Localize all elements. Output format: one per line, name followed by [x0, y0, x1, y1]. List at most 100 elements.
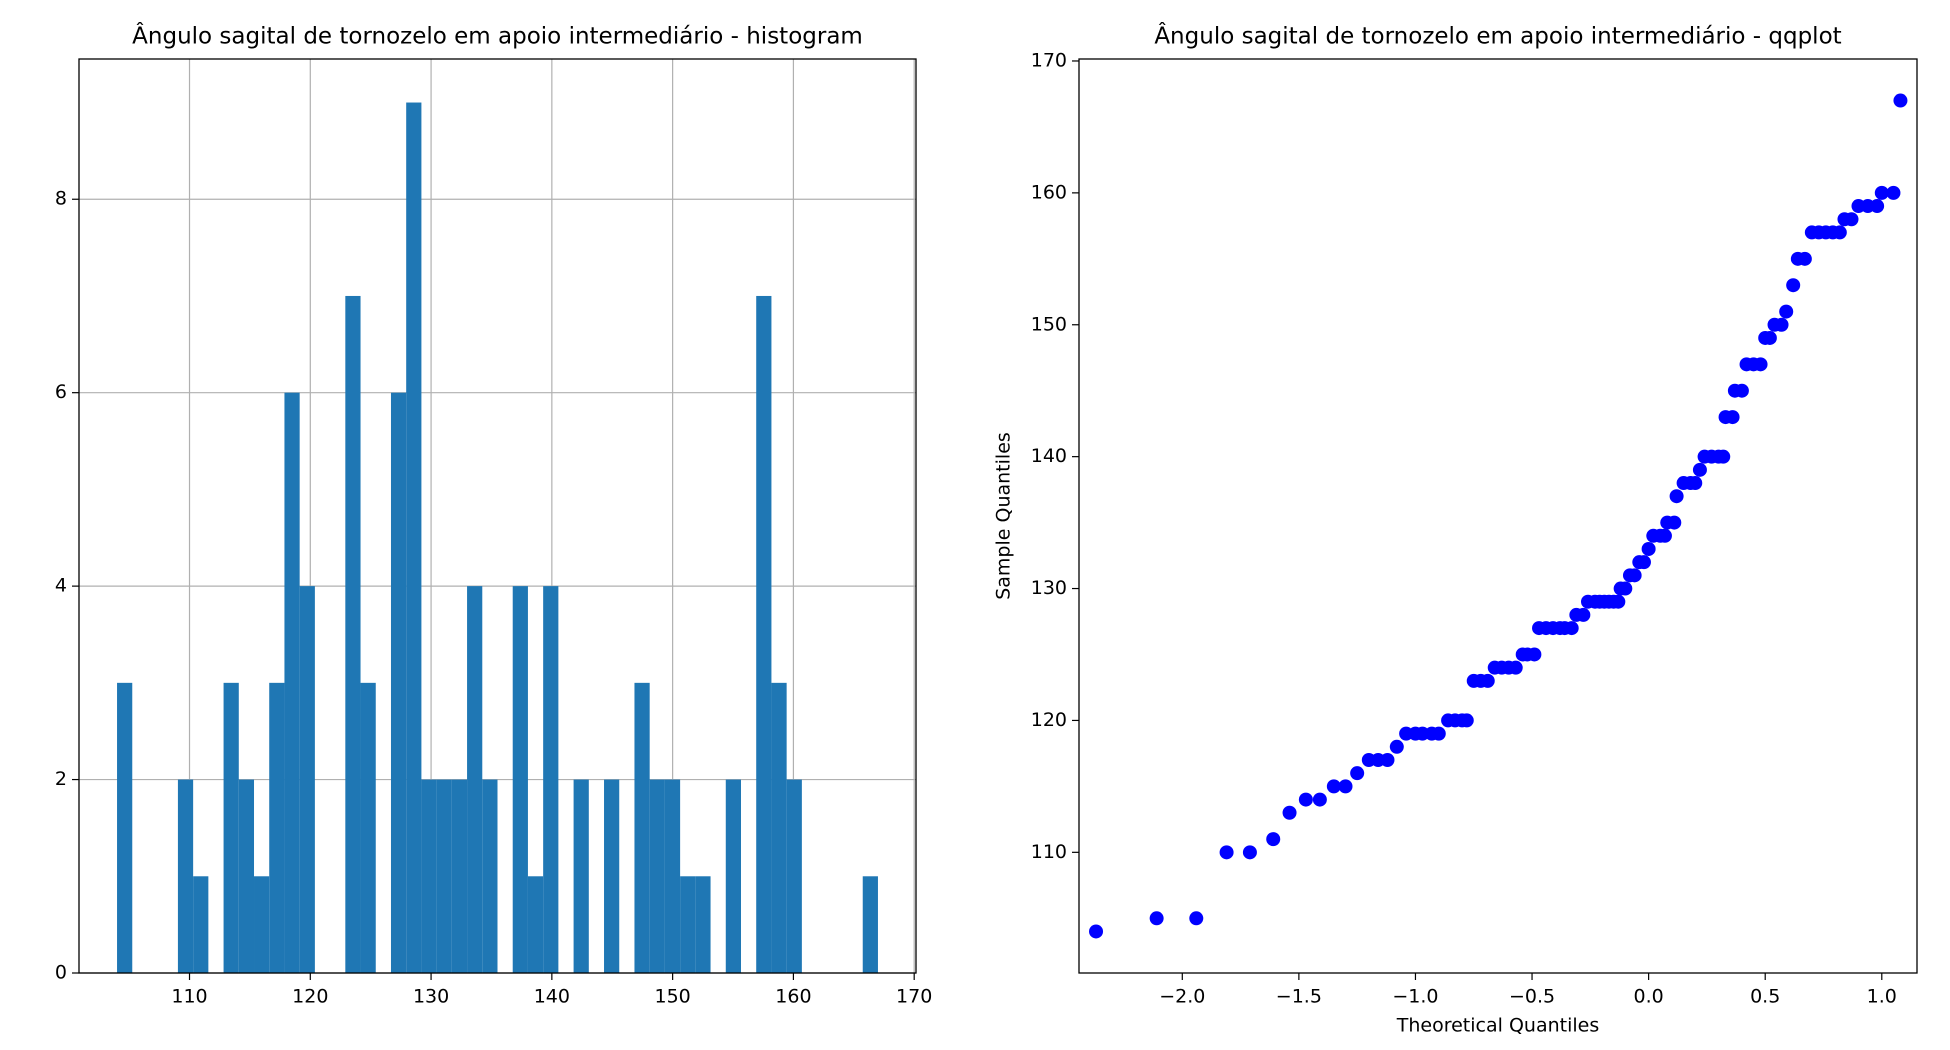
- x-tick-label: 170: [896, 986, 932, 1008]
- point: [1725, 410, 1740, 425]
- bar: [649, 779, 665, 973]
- point: [1870, 199, 1885, 214]
- x-tick-label: −2.0: [1159, 986, 1205, 1008]
- point: [1189, 911, 1204, 926]
- point: [1762, 330, 1777, 345]
- point: [1657, 528, 1672, 543]
- bar: [634, 682, 650, 973]
- point: [1312, 792, 1327, 807]
- point: [1380, 752, 1395, 767]
- point: [1266, 832, 1281, 847]
- point: [1389, 739, 1404, 754]
- y-tick-label: 120: [1031, 709, 1067, 731]
- y-tick-label: 110: [1031, 841, 1067, 863]
- x-tick-label: 160: [775, 986, 811, 1008]
- bar: [254, 876, 270, 973]
- y-tick-label: 4: [55, 575, 67, 597]
- chart-title: Ângulo sagital de tornozelo em apoio int…: [1154, 22, 1841, 50]
- point: [1753, 357, 1768, 372]
- point: [1089, 924, 1104, 939]
- bar: [421, 779, 437, 973]
- point: [1576, 607, 1591, 622]
- bar: [436, 779, 452, 973]
- point: [1564, 621, 1579, 636]
- y-tick-label: 130: [1031, 577, 1067, 599]
- x-tick-label: 120: [292, 986, 328, 1008]
- y-tick-label: 140: [1031, 445, 1067, 467]
- point: [1431, 726, 1446, 741]
- point: [1688, 476, 1703, 491]
- bar: [573, 779, 589, 973]
- bar: [345, 295, 361, 973]
- bar: [664, 779, 681, 973]
- plot-frame: [78, 58, 917, 974]
- x-tick-label: −0.5: [1509, 986, 1555, 1008]
- point: [1893, 93, 1908, 108]
- bar: [406, 102, 422, 974]
- x-tick-label: 0.5: [1750, 986, 1780, 1008]
- point: [1774, 317, 1789, 332]
- point: [1282, 805, 1297, 820]
- chart-title: Ângulo sagital de tornozelo em apoio int…: [132, 22, 863, 50]
- point: [1350, 766, 1365, 781]
- point: [1627, 568, 1642, 583]
- x-tick-label: 130: [413, 986, 449, 1008]
- bar: [482, 779, 498, 973]
- y-axis-label: Sample Quantiles: [993, 432, 1015, 600]
- point: [1611, 594, 1626, 609]
- bar: [512, 586, 528, 973]
- bar: [390, 392, 407, 974]
- x-tick-label: 110: [171, 986, 207, 1008]
- plot-frame: [1078, 58, 1918, 974]
- point: [1779, 304, 1794, 319]
- bar: [771, 682, 787, 973]
- point: [1338, 779, 1353, 794]
- bar: [193, 876, 209, 973]
- bar: [223, 682, 239, 973]
- point: [1618, 581, 1633, 596]
- bar: [238, 779, 255, 973]
- point: [1219, 845, 1234, 860]
- point: [1480, 673, 1495, 688]
- y-tick-label: 0: [55, 962, 67, 984]
- point: [1667, 515, 1682, 530]
- y-tick-label: 6: [55, 381, 67, 403]
- point: [1636, 555, 1651, 570]
- bar: [680, 876, 696, 973]
- point: [1298, 792, 1313, 807]
- y-tick-label: 160: [1031, 181, 1067, 203]
- x-tick-label: 0.0: [1634, 986, 1664, 1008]
- bar: [604, 779, 620, 973]
- bar: [725, 779, 741, 973]
- bar: [543, 586, 559, 973]
- x-tick-label: 1.0: [1867, 986, 1897, 1008]
- bar: [451, 779, 468, 973]
- y-tick-label: 170: [1031, 49, 1067, 71]
- point: [1149, 911, 1164, 926]
- bar: [467, 586, 483, 973]
- point: [1716, 449, 1731, 464]
- point: [1326, 779, 1341, 794]
- bar: [284, 392, 300, 974]
- bar: [786, 779, 802, 973]
- bar: [299, 586, 315, 973]
- bar: [756, 295, 772, 973]
- point: [1786, 278, 1801, 293]
- point: [1242, 845, 1257, 860]
- y-tick-label: 8: [55, 188, 67, 210]
- point: [1641, 541, 1656, 556]
- point: [1886, 185, 1901, 200]
- x-tick-label: −1.5: [1276, 986, 1322, 1008]
- bar: [269, 682, 285, 973]
- point: [1734, 383, 1749, 398]
- bar: [360, 682, 376, 973]
- x-axis-label: Theoretical Quantiles: [1396, 1015, 1599, 1037]
- point: [1874, 185, 1889, 200]
- point: [1508, 660, 1523, 675]
- point: [1832, 225, 1847, 240]
- point: [1692, 462, 1707, 477]
- x-tick-label: −1.0: [1392, 986, 1438, 1008]
- bar: [177, 779, 194, 973]
- point: [1669, 489, 1684, 504]
